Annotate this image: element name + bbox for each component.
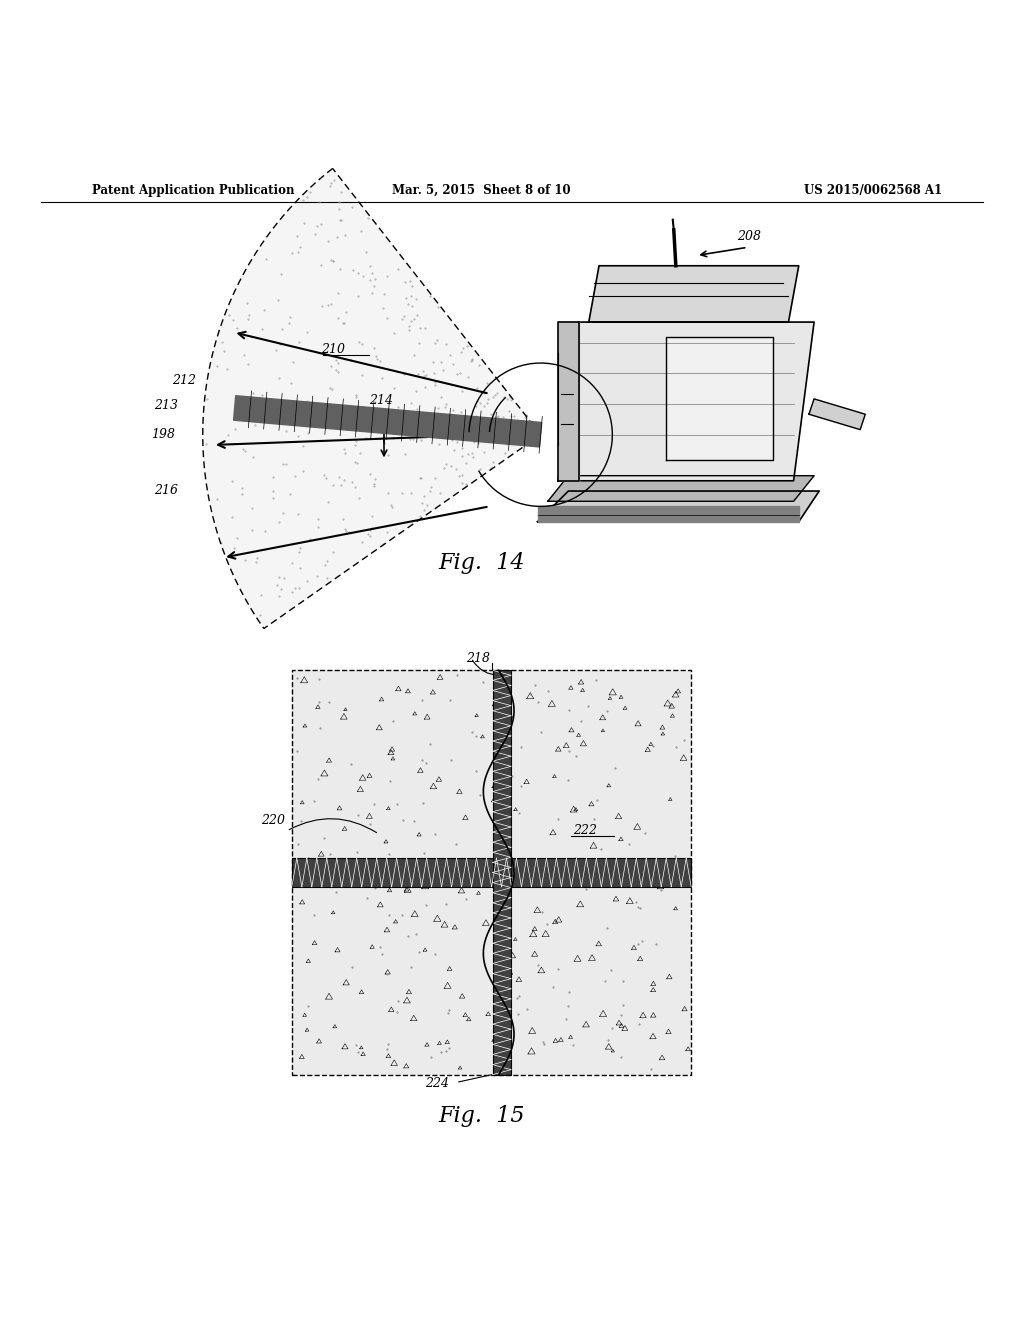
Text: 213: 213: [154, 399, 177, 412]
Text: Patent Application Publication: Patent Application Publication: [92, 183, 295, 197]
Wedge shape: [203, 169, 541, 628]
Text: 210: 210: [321, 343, 345, 356]
Polygon shape: [558, 322, 579, 480]
Polygon shape: [233, 396, 542, 447]
Text: 214: 214: [369, 393, 392, 407]
Polygon shape: [666, 338, 773, 461]
Text: Fig.  14: Fig. 14: [438, 552, 524, 574]
Text: 208: 208: [737, 230, 761, 243]
Polygon shape: [538, 491, 819, 521]
Text: US 2015/0062568 A1: US 2015/0062568 A1: [804, 183, 942, 197]
Bar: [493, 671, 511, 1074]
Polygon shape: [589, 265, 799, 322]
Bar: [292, 671, 691, 1074]
Text: 198: 198: [152, 428, 175, 441]
Polygon shape: [548, 475, 814, 502]
Text: Mar. 5, 2015  Sheet 8 of 10: Mar. 5, 2015 Sheet 8 of 10: [392, 183, 570, 197]
Bar: [292, 858, 691, 887]
Text: Fig.  15: Fig. 15: [438, 1105, 524, 1127]
Polygon shape: [809, 399, 865, 429]
Polygon shape: [538, 507, 799, 521]
Text: 216: 216: [154, 484, 177, 498]
Text: 224: 224: [425, 1077, 449, 1090]
Polygon shape: [558, 322, 814, 480]
Bar: [292, 671, 691, 1074]
Text: 220: 220: [261, 814, 285, 826]
Text: 218: 218: [466, 652, 489, 665]
Text: 212: 212: [172, 374, 196, 387]
Text: 222: 222: [573, 824, 597, 837]
